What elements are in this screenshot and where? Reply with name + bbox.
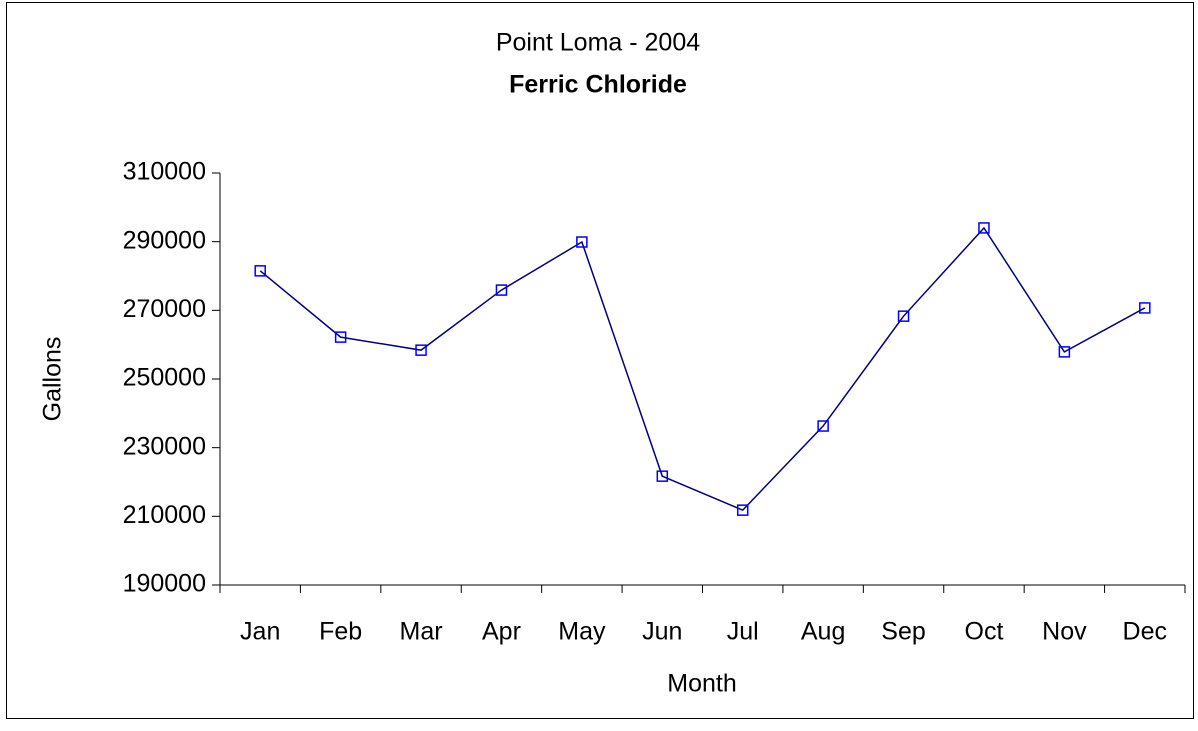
chart-border (6, 2, 1194, 719)
x-tick-label: Jul (727, 618, 759, 646)
x-tick-label: Sep (881, 618, 925, 646)
data-line (259, 226, 1146, 512)
x-tick-label: Feb (319, 618, 362, 646)
y-tick-label: 230000 (123, 432, 206, 460)
y-tick-label: 250000 (123, 364, 206, 392)
x-tick-label: May (558, 618, 606, 646)
x-tick-label: Jan (240, 618, 280, 646)
x-tick-label: Aug (801, 618, 845, 646)
data-point (254, 265, 266, 277)
data-point (978, 222, 990, 234)
x-tick-label: Jun (642, 618, 682, 646)
x-tick-label: Nov (1042, 618, 1087, 646)
y-axis-label: Gallons (39, 337, 67, 422)
y-tick-label: 270000 (123, 295, 206, 323)
x-tick-label: Dec (1123, 618, 1167, 646)
y-tick-label: 190000 (123, 570, 206, 598)
data-point (817, 420, 829, 432)
chart-title: Point Loma - 2004 (496, 29, 700, 57)
chart-subtitle: Ferric Chloride (509, 71, 687, 99)
x-axis-label: Month (667, 670, 736, 698)
x-tick-label: Oct (965, 618, 1004, 646)
data-point (1058, 346, 1071, 358)
data-point (1139, 302, 1151, 314)
y-tick-label: 310000 (123, 158, 206, 186)
x-tick-label: Mar (400, 618, 443, 646)
data-point (415, 344, 427, 356)
x-tick-label: Apr (482, 618, 521, 646)
y-tick-label: 210000 (123, 501, 206, 529)
data-point (736, 504, 749, 516)
data-point (334, 331, 347, 343)
data-point (656, 470, 669, 482)
y-tick-label: 290000 (123, 226, 206, 254)
data-point (576, 236, 588, 248)
data-point (897, 310, 910, 322)
data-point (495, 284, 508, 296)
